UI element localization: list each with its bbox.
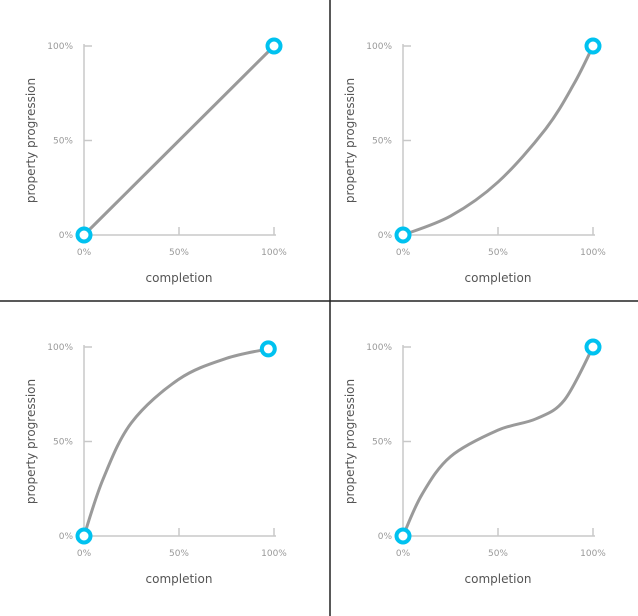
end-point-marker (584, 37, 602, 55)
x-tick-label: 50% (169, 248, 189, 258)
y-tick-label: 50% (372, 438, 392, 448)
end-point-marker (259, 340, 277, 358)
y-tick-label: 50% (372, 137, 392, 147)
y-tick-label: 50% (53, 137, 73, 147)
y-tick-label: 0% (378, 532, 393, 542)
x-tick-label: 50% (488, 248, 508, 258)
x-tick-label: 50% (169, 549, 189, 559)
y-tick-label: 100% (366, 42, 392, 52)
y-tick-label: 100% (47, 42, 73, 52)
x-tick-label: 100% (580, 549, 606, 559)
start-point-marker (394, 226, 412, 244)
end-point-marker (584, 338, 602, 356)
y-axis-label: property progression (24, 78, 38, 203)
y-tick-label: 0% (378, 231, 393, 241)
x-tick-label: 0% (77, 248, 92, 258)
easing-curve (82, 347, 270, 538)
y-tick-label: 100% (366, 343, 392, 353)
x-tick-label: 0% (396, 248, 411, 258)
y-axis-label: property progression (24, 379, 38, 504)
x-axis-label: completion (465, 271, 532, 285)
y-tick-label: 50% (53, 438, 73, 448)
easing-curve (401, 44, 595, 237)
x-tick-label: 100% (580, 248, 606, 258)
x-axis-label: completion (465, 572, 532, 586)
start-point-marker (394, 527, 412, 545)
x-tick-label: 100% (261, 549, 287, 559)
y-axis-label: property progression (343, 78, 357, 203)
chart-panel-4: 0%0% 50% 50% 100% 100% completion property pro… (343, 338, 606, 586)
y-tick-label: 100% (47, 343, 73, 353)
y-axis-label: property progression (343, 379, 357, 504)
y-tick-label: 0% (59, 231, 74, 241)
chart-panel-2: 0%0% 50% 50% 100% 100% completion property pro… (343, 37, 606, 285)
x-axis-label: completion (146, 572, 213, 586)
end-point-marker (265, 37, 283, 55)
chart-panel-3: 0%0% 50% 50% 100% 100% completion property pro… (24, 340, 287, 586)
x-axis-label: completion (146, 271, 213, 285)
x-tick-label: 0% (396, 549, 411, 559)
easing-curve (82, 44, 276, 237)
easing-curve (401, 345, 595, 538)
x-tick-label: 100% (261, 248, 287, 258)
x-tick-label: 0% (77, 549, 92, 559)
x-tick-label: 50% (488, 549, 508, 559)
y-tick-label: 0% (59, 532, 74, 542)
start-point-marker (75, 527, 93, 545)
chart-panel-1: 0%0% 50% 50% 100% 100% completion property pro… (24, 37, 287, 285)
start-point-marker (75, 226, 93, 244)
